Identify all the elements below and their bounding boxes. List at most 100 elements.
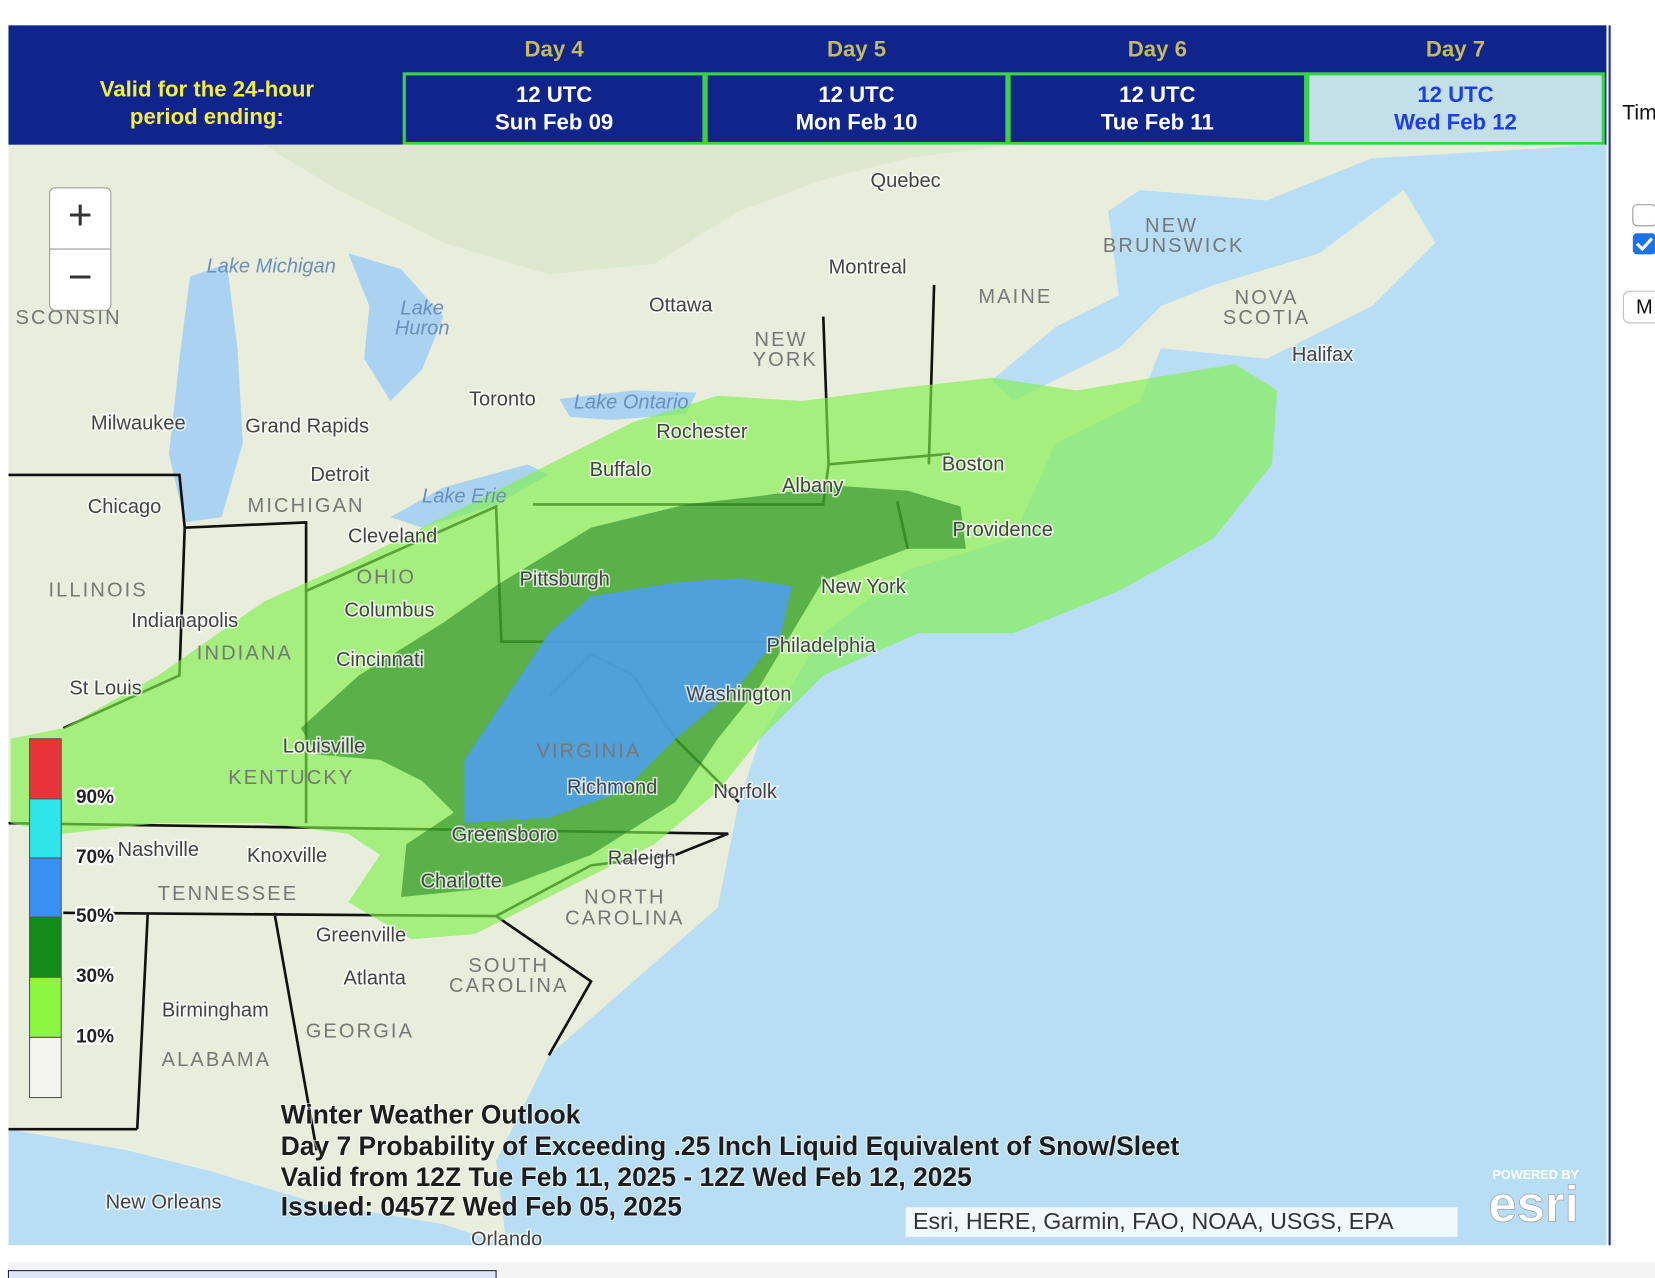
place-label: YORK — [753, 349, 818, 371]
caption-line: Issued: 0457Z Wed Feb 05, 2025 — [281, 1191, 682, 1221]
canada — [8, 144, 1014, 275]
caption-title: Winter Weather Outlook — [281, 1100, 581, 1130]
attribution-bg — [905, 1207, 1458, 1237]
place-label: Boston — [942, 454, 1004, 476]
place-label: ALABAMA — [162, 1049, 271, 1071]
place-label: SCOTIA — [1223, 307, 1310, 329]
place-label: Birmingham — [162, 999, 269, 1021]
tab-date[interactable]: Sun Feb 09 — [495, 109, 613, 134]
place-label: Knoxville — [247, 845, 327, 867]
legend-label: 10% — [76, 1026, 114, 1047]
place-label: Pittsburgh — [520, 569, 610, 591]
attribution: Esri, HERE, Garmin, FAO, NOAA, USGS, EPA — [913, 1208, 1394, 1234]
place-label: Raleigh — [608, 847, 676, 869]
place-label: NEW — [755, 329, 808, 351]
place-label: ILLINOIS — [48, 579, 147, 601]
place-label: Lake — [400, 298, 443, 320]
place-label: Greensboro — [452, 824, 558, 846]
day-tab[interactable] — [1007, 72, 1308, 146]
tab-date[interactable]: Tue Feb 11 — [1101, 109, 1214, 134]
place-label: Halifax — [1292, 344, 1353, 366]
legend-swatch — [29, 976, 62, 1038]
place-label: Lake Michigan — [207, 255, 336, 277]
place-label: Louisville — [283, 735, 365, 757]
place-label: VIRGINIA — [537, 741, 642, 763]
gulf — [8, 1129, 507, 1246]
checkbox-checked[interactable] — [1632, 233, 1655, 255]
tab-date[interactable]: Wed Feb 12 — [1394, 109, 1517, 134]
place-label: Lake Ontario — [574, 391, 689, 413]
legend-label: 70% — [76, 847, 114, 868]
tab-time[interactable]: 12 UTC — [818, 82, 894, 107]
place-label: Lake Erie — [422, 485, 507, 507]
place-label: New Orleans — [106, 1191, 222, 1213]
legend-label: 30% — [76, 966, 114, 987]
footer-control — [7, 1270, 497, 1278]
place-label: Cleveland — [348, 525, 437, 547]
place-label: Milwaukee — [91, 413, 186, 435]
legend-swatch — [29, 916, 62, 978]
day-tab[interactable] — [704, 72, 1009, 146]
tab-time[interactable]: 12 UTC — [1417, 82, 1493, 107]
place-label: Indianapolis — [131, 610, 238, 632]
place-label: Quebec — [870, 170, 940, 192]
place-label: SOUTH — [468, 955, 549, 977]
place-label: SCONSIN — [16, 307, 122, 329]
zoom-in[interactable]: + — [68, 192, 93, 239]
tab-date[interactable]: Mon Feb 10 — [796, 109, 918, 134]
tab-time[interactable]: 12 UTC — [516, 82, 592, 107]
place-label: MAINE — [978, 286, 1052, 308]
place-label: OHIO — [356, 567, 416, 589]
logo-powered: POWERED BY — [1492, 1168, 1579, 1182]
place-label: Charlotte — [421, 871, 502, 893]
lake-michigan — [168, 263, 243, 523]
day-tab[interactable] — [1306, 72, 1605, 146]
place-label: Philadelphia — [767, 635, 877, 657]
panel-button[interactable] — [1622, 290, 1655, 324]
logo-brand: esri — [1489, 1176, 1579, 1233]
place-label: BRUNSWICK — [1103, 235, 1245, 257]
legend-label: 50% — [76, 906, 114, 927]
ocean — [496, 144, 1607, 1246]
valid-label: period ending: — [130, 104, 284, 129]
place-label: Montreal — [829, 256, 907, 278]
place-label: NOVA — [1235, 287, 1299, 309]
legend-swatch — [29, 798, 62, 859]
place-label: Detroit — [310, 464, 369, 486]
place-label: Toronto — [469, 388, 536, 410]
place-label: Albany — [782, 475, 843, 497]
checkbox[interactable] — [1632, 204, 1655, 227]
place-label: Orlando — [471, 1228, 542, 1250]
zoom-out[interactable]: − — [68, 253, 93, 300]
place-label: Huron — [395, 318, 450, 340]
valid-label: Valid for the 24-hour — [100, 77, 315, 102]
tab-time[interactable]: 12 UTC — [1119, 82, 1195, 107]
check-icon — [1635, 237, 1654, 252]
day-label: Day 6 — [1128, 37, 1187, 62]
place-label: Richmond — [567, 777, 657, 799]
place-label: Grand Rapids — [245, 416, 369, 438]
lake-huron — [348, 253, 444, 402]
day-tab[interactable] — [402, 72, 706, 146]
place-label: CAROLINA — [449, 975, 568, 997]
place-label: Buffalo — [590, 459, 652, 481]
place-label: Rochester — [656, 421, 748, 443]
place-label: Providence — [953, 519, 1053, 541]
lake-erie — [390, 464, 549, 528]
panel-label: Tim — [1622, 102, 1655, 125]
place-label: GEORGIA — [306, 1020, 414, 1042]
place-label: Chicago — [88, 496, 162, 518]
place-label: Nashville — [118, 839, 199, 861]
place-label: NORTH — [584, 886, 665, 908]
place-label: NEW — [1145, 215, 1198, 237]
caption-line: Day 7 Probability of Exceeding .25 Inch … — [281, 1131, 1180, 1161]
place-label: Norfolk — [713, 781, 777, 803]
prob-50 — [464, 578, 792, 824]
panel-button-label[interactable]: M — [1636, 296, 1653, 318]
place-label: St Louis — [69, 677, 141, 699]
place-label: Ottawa — [649, 294, 713, 316]
